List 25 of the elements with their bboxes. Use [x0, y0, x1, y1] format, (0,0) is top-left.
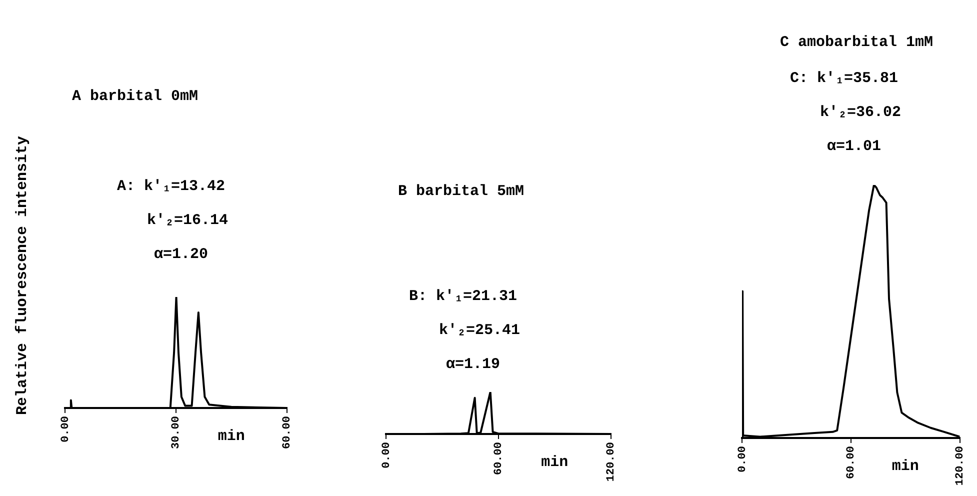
- text: C: k'₁=35.81: [790, 70, 898, 87]
- text: k'₂=16.14: [147, 212, 228, 229]
- x-axis-title: min: [892, 458, 919, 475]
- text: α=1.19: [446, 356, 500, 373]
- text: α=1.20: [154, 246, 208, 263]
- chart-title: C amobarbital 1mM: [780, 34, 934, 51]
- text: α=1.01: [827, 138, 882, 155]
- chart-title: A barbital 0mM: [72, 88, 198, 105]
- text: k'₂=36.02: [820, 104, 902, 121]
- x-tick-label: 0.00: [60, 416, 72, 442]
- y-axis-title: Relative fluorescence intensity: [14, 135, 31, 415]
- x-tick-label: 0.00: [736, 446, 749, 472]
- x-tick-label: 30.00: [170, 416, 183, 450]
- x-tick-label: 60.00: [282, 416, 294, 450]
- text: B: k'₁=21.31: [409, 288, 518, 305]
- x-axis-title: min: [541, 454, 568, 471]
- text: A: k'₁=13.42: [117, 178, 226, 195]
- x-tick-label: 0.00: [380, 442, 393, 468]
- x-axis-title: min: [218, 428, 245, 445]
- x-tick-label: 60.00: [493, 442, 506, 476]
- x-tick-label: 120.00: [954, 446, 967, 486]
- x-tick-label: 60.00: [846, 446, 858, 480]
- x-tick-label: 120.00: [606, 442, 618, 482]
- chart-title: B barbital 5mM: [398, 183, 524, 200]
- text: k'₂=25.41: [439, 322, 520, 339]
